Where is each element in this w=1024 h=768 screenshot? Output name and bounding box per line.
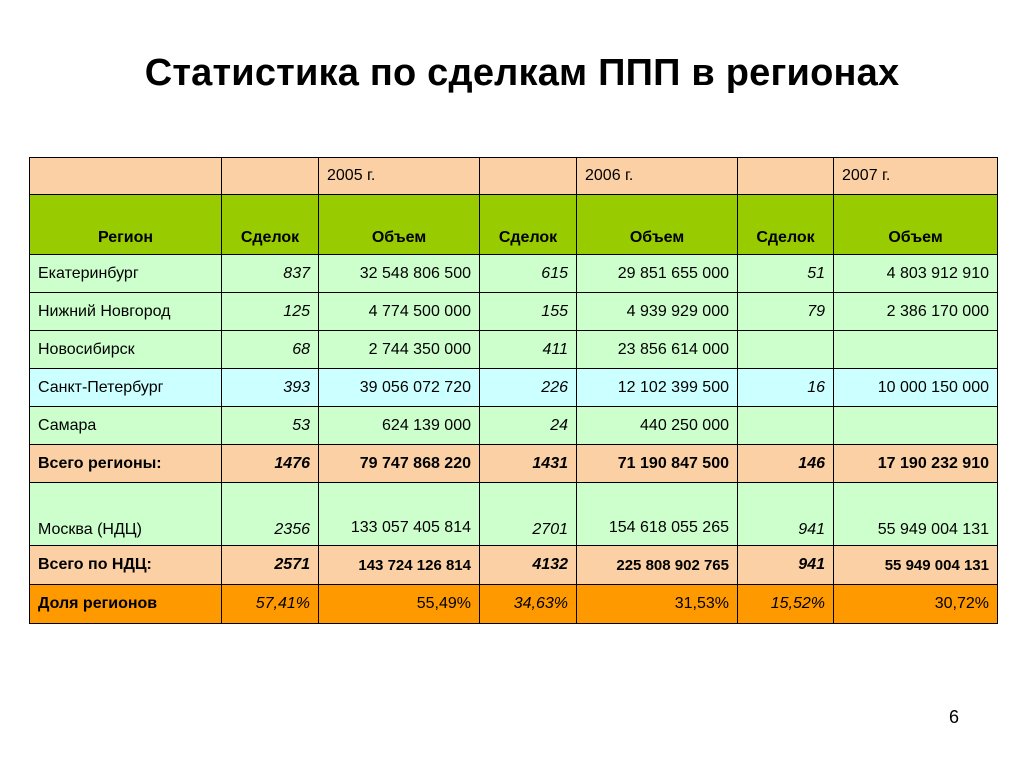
deals-2007-cell: 146 (737, 444, 834, 483)
table-row: Самара 53 624 139 000 24 440 250 000 (29, 406, 998, 445)
region-name-cell: Всего регионы: (29, 444, 222, 483)
ndc-total-row: Всего по НДЦ: 2571 143 724 126 814 4132 … (29, 545, 998, 585)
volume-2006-cell: 225 808 902 765 (576, 545, 738, 585)
deals-2005-cell: 125 (221, 292, 319, 331)
table-row: Екатеринбург 837 32 548 806 500 615 29 8… (29, 254, 998, 293)
deals-2006-cell: 34,63% (479, 584, 577, 624)
volume-2007-cell: 4 803 912 910 (833, 254, 998, 293)
volume-column-header: Объем (576, 194, 738, 255)
volume-2005-cell: 143 724 126 814 (318, 545, 480, 585)
deals-2007-cell (737, 330, 834, 369)
year-header-row: 2005 г. 2006 г. 2007 г. (29, 157, 998, 195)
region-name-cell: Доля регионов (29, 584, 222, 624)
deals-2005-cell: 2571 (221, 545, 319, 585)
volume-column-header: Объем (833, 194, 998, 255)
deals-2005-cell: 2356 (221, 482, 319, 546)
volume-2007-cell: 55 949 004 131 (833, 482, 998, 546)
deals-2005-cell: 53 (221, 406, 319, 445)
deals-2006-cell: 155 (479, 292, 577, 331)
slide-title: Статистика по сделкам ППП в регионах (144, 52, 900, 94)
volume-2006-cell: 4 939 929 000 (576, 292, 738, 331)
volume-2005-cell: 79 747 868 220 (318, 444, 480, 483)
region-name-cell: Самара (29, 406, 222, 445)
empty-header-cell (29, 157, 222, 195)
volume-2005-cell: 624 139 000 (318, 406, 480, 445)
year-2007-header: 2007 г. (833, 157, 998, 195)
volume-2006-cell: 71 190 847 500 (576, 444, 738, 483)
deals-column-header: Сделок (221, 194, 319, 255)
deals-2007-cell: 16 (737, 368, 834, 407)
volume-2005-cell: 133 057 405 814 (318, 482, 480, 546)
table-row: Санкт-Петербург 393 39 056 072 720 226 1… (29, 368, 998, 407)
volume-2005-cell: 4 774 500 000 (318, 292, 480, 331)
deals-2005-cell: 393 (221, 368, 319, 407)
volume-2006-cell: 154 618 055 265 (576, 482, 738, 546)
deals-column-header: Сделок (479, 194, 577, 255)
volume-2006-cell: 31,53% (576, 584, 738, 624)
regions-share-row: Доля регионов 57,41% 55,49% 34,63% 31,53… (29, 584, 998, 624)
volume-2007-cell (833, 330, 998, 369)
deals-2006-cell: 615 (479, 254, 577, 293)
volume-2006-cell: 29 851 655 000 (576, 254, 738, 293)
region-name-cell: Москва (НДЦ) (29, 482, 222, 546)
page-number: 6 (949, 707, 960, 727)
table-row: Нижний Новгород 125 4 774 500 000 155 4 … (29, 292, 998, 331)
deals-2006-cell: 2701 (479, 482, 577, 546)
deals-2007-cell: 941 (737, 545, 834, 585)
deals-2005-cell: 68 (221, 330, 319, 369)
volume-2007-cell: 55 949 004 131 (833, 545, 998, 585)
deals-2006-cell: 4132 (479, 545, 577, 585)
year-2005-header: 2005 г. (318, 157, 480, 195)
region-name-cell: Всего по НДЦ: (29, 545, 222, 585)
regions-total-row: Всего регионы: 1476 79 747 868 220 1431 … (29, 444, 998, 483)
deals-2007-cell: 51 (737, 254, 834, 293)
volume-2006-cell: 12 102 399 500 (576, 368, 738, 407)
deals-2006-cell: 411 (479, 330, 577, 369)
deals-2007-cell (737, 406, 834, 445)
volume-2007-cell: 30,72% (833, 584, 998, 624)
region-name-cell: Нижний Новгород (29, 292, 222, 331)
region-name-cell: Екатеринбург (29, 254, 222, 293)
empty-header-cell (479, 157, 577, 195)
volume-2005-cell: 55,49% (318, 584, 480, 624)
empty-header-cell (221, 157, 319, 195)
deals-2006-cell: 1431 (479, 444, 577, 483)
deals-2006-cell: 226 (479, 368, 577, 407)
volume-2005-cell: 32 548 806 500 (318, 254, 480, 293)
volume-2007-cell: 2 386 170 000 (833, 292, 998, 331)
deals-2007-cell: 15,52% (737, 584, 834, 624)
year-2006-header: 2006 г. (576, 157, 738, 195)
table-row: Новосибирск 68 2 744 350 000 411 23 856 … (29, 330, 998, 369)
volume-2007-cell: 17 190 232 910 (833, 444, 998, 483)
column-header-row: Регион Сделок Объем Сделок Объем Сделок … (29, 194, 998, 255)
table-row: Москва (НДЦ) 2356 133 057 405 814 2701 1… (29, 482, 998, 546)
volume-2006-cell: 23 856 614 000 (576, 330, 738, 369)
deals-2005-cell: 1476 (221, 444, 319, 483)
deals-statistics-table: 2005 г. 2006 г. 2007 г. Регион Сделок Об… (29, 157, 998, 624)
volume-2007-cell (833, 406, 998, 445)
deals-2006-cell: 24 (479, 406, 577, 445)
deals-2005-cell: 837 (221, 254, 319, 293)
volume-column-header: Объем (318, 194, 480, 255)
volume-2006-cell: 440 250 000 (576, 406, 738, 445)
volume-2005-cell: 2 744 350 000 (318, 330, 480, 369)
deals-2007-cell: 941 (737, 482, 834, 546)
region-column-header: Регион (29, 194, 222, 255)
deals-column-header: Сделок (737, 194, 834, 255)
deals-2007-cell: 79 (737, 292, 834, 331)
deals-2005-cell: 57,41% (221, 584, 319, 624)
empty-header-cell (737, 157, 834, 195)
region-name-cell: Санкт-Петербург (29, 368, 222, 407)
volume-2007-cell: 10 000 150 000 (833, 368, 998, 407)
volume-2005-cell: 39 056 072 720 (318, 368, 480, 407)
region-name-cell: Новосибирск (29, 330, 222, 369)
